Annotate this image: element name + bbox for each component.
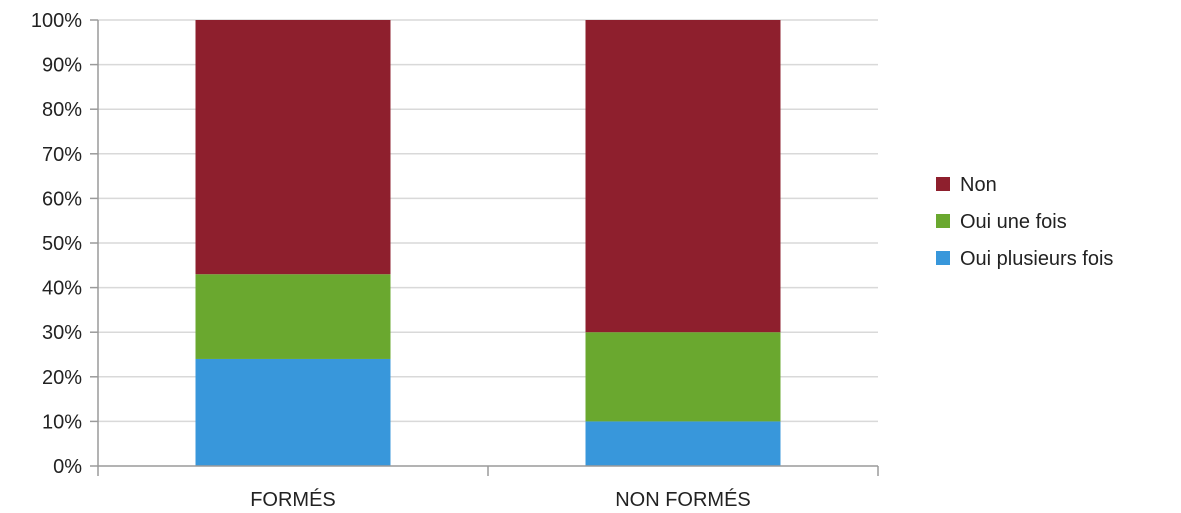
bar-segment [585, 20, 781, 333]
axes [90, 19, 879, 476]
y-tick-label: 90% [42, 55, 82, 77]
legend-swatch [936, 177, 950, 191]
y-tick-labels: 0% 10% 20% 30% 40% 50% 60% 70% 80% 90% 100% [31, 10, 82, 478]
bar-segment [195, 20, 391, 275]
bar-segment [585, 421, 781, 466]
bar-segment [195, 358, 391, 466]
y-tick-label: 50% [42, 233, 82, 255]
legend-label: Oui plusieurs fois [960, 248, 1113, 270]
y-tick-label: 60% [42, 188, 82, 210]
x-category-labels: FORMÉS NON FORMÉS [250, 488, 751, 511]
x-category-label: NON FORMÉS [615, 488, 751, 511]
bar-segment [585, 332, 781, 422]
y-tick-label: 100% [31, 10, 82, 32]
y-tick-label: 0% [53, 456, 82, 478]
y-tick-label: 20% [42, 367, 82, 389]
bar-segment [195, 274, 391, 359]
y-tick-label: 10% [42, 411, 82, 433]
y-tick-label: 30% [42, 322, 82, 344]
legend-label: Oui une fois [960, 211, 1067, 233]
bars [195, 20, 781, 466]
y-tick-label: 70% [42, 144, 82, 166]
legend-swatch [936, 214, 950, 228]
legend: Non Oui une fois Oui plusieurs fois [936, 174, 1113, 270]
legend-swatch [936, 251, 950, 265]
legend-label: Non [960, 174, 997, 196]
y-tick-label: 80% [42, 99, 82, 121]
y-tick-label: 40% [42, 278, 82, 300]
x-category-label: FORMÉS [250, 488, 336, 511]
